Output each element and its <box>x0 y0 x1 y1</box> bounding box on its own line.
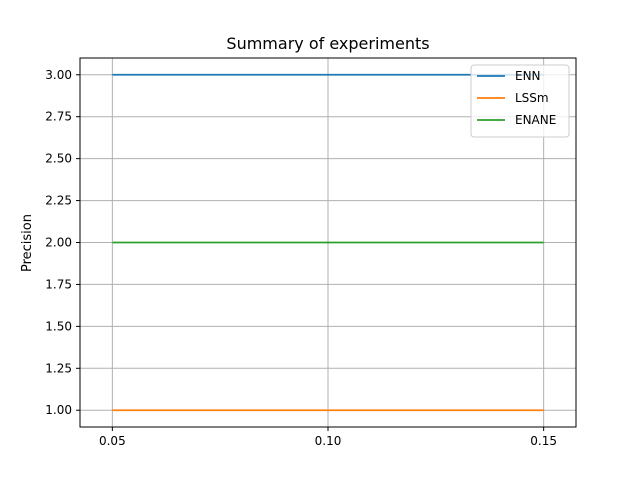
legend-box <box>470 64 570 138</box>
y-tick-label: 2.00 <box>45 236 72 250</box>
y-tick-label: 2.50 <box>45 152 72 166</box>
x-tick-label: 0.05 <box>99 434 126 448</box>
y-tick-label: 1.00 <box>45 403 72 417</box>
y-tick-label: 2.75 <box>45 110 72 124</box>
legend: ENN LSSm ENANE <box>470 64 570 138</box>
y-axis-label: Precision <box>20 214 35 272</box>
y-tick-label: 1.75 <box>45 277 72 291</box>
y-tick-label: 1.25 <box>45 361 72 375</box>
legend-label: ENANE <box>515 113 556 127</box>
chart-title: Summary of experiments <box>226 34 429 53</box>
axis-ticks: 0.05 0.10 0.15 1.00 1.25 1.50 1.75 2.00 2.25 2.50… <box>45 68 557 448</box>
y-tick-label: 1.50 <box>45 319 72 333</box>
x-tick-label: 0.15 <box>530 434 557 448</box>
y-tick-label: 2.25 <box>45 194 72 208</box>
y-tick-label: 3.00 <box>45 68 72 82</box>
legend-label: LSSm <box>515 91 549 105</box>
plot-area-frame <box>79 57 577 428</box>
x-tick-label: 0.10 <box>315 434 342 448</box>
legend-label: ENN <box>515 69 541 83</box>
